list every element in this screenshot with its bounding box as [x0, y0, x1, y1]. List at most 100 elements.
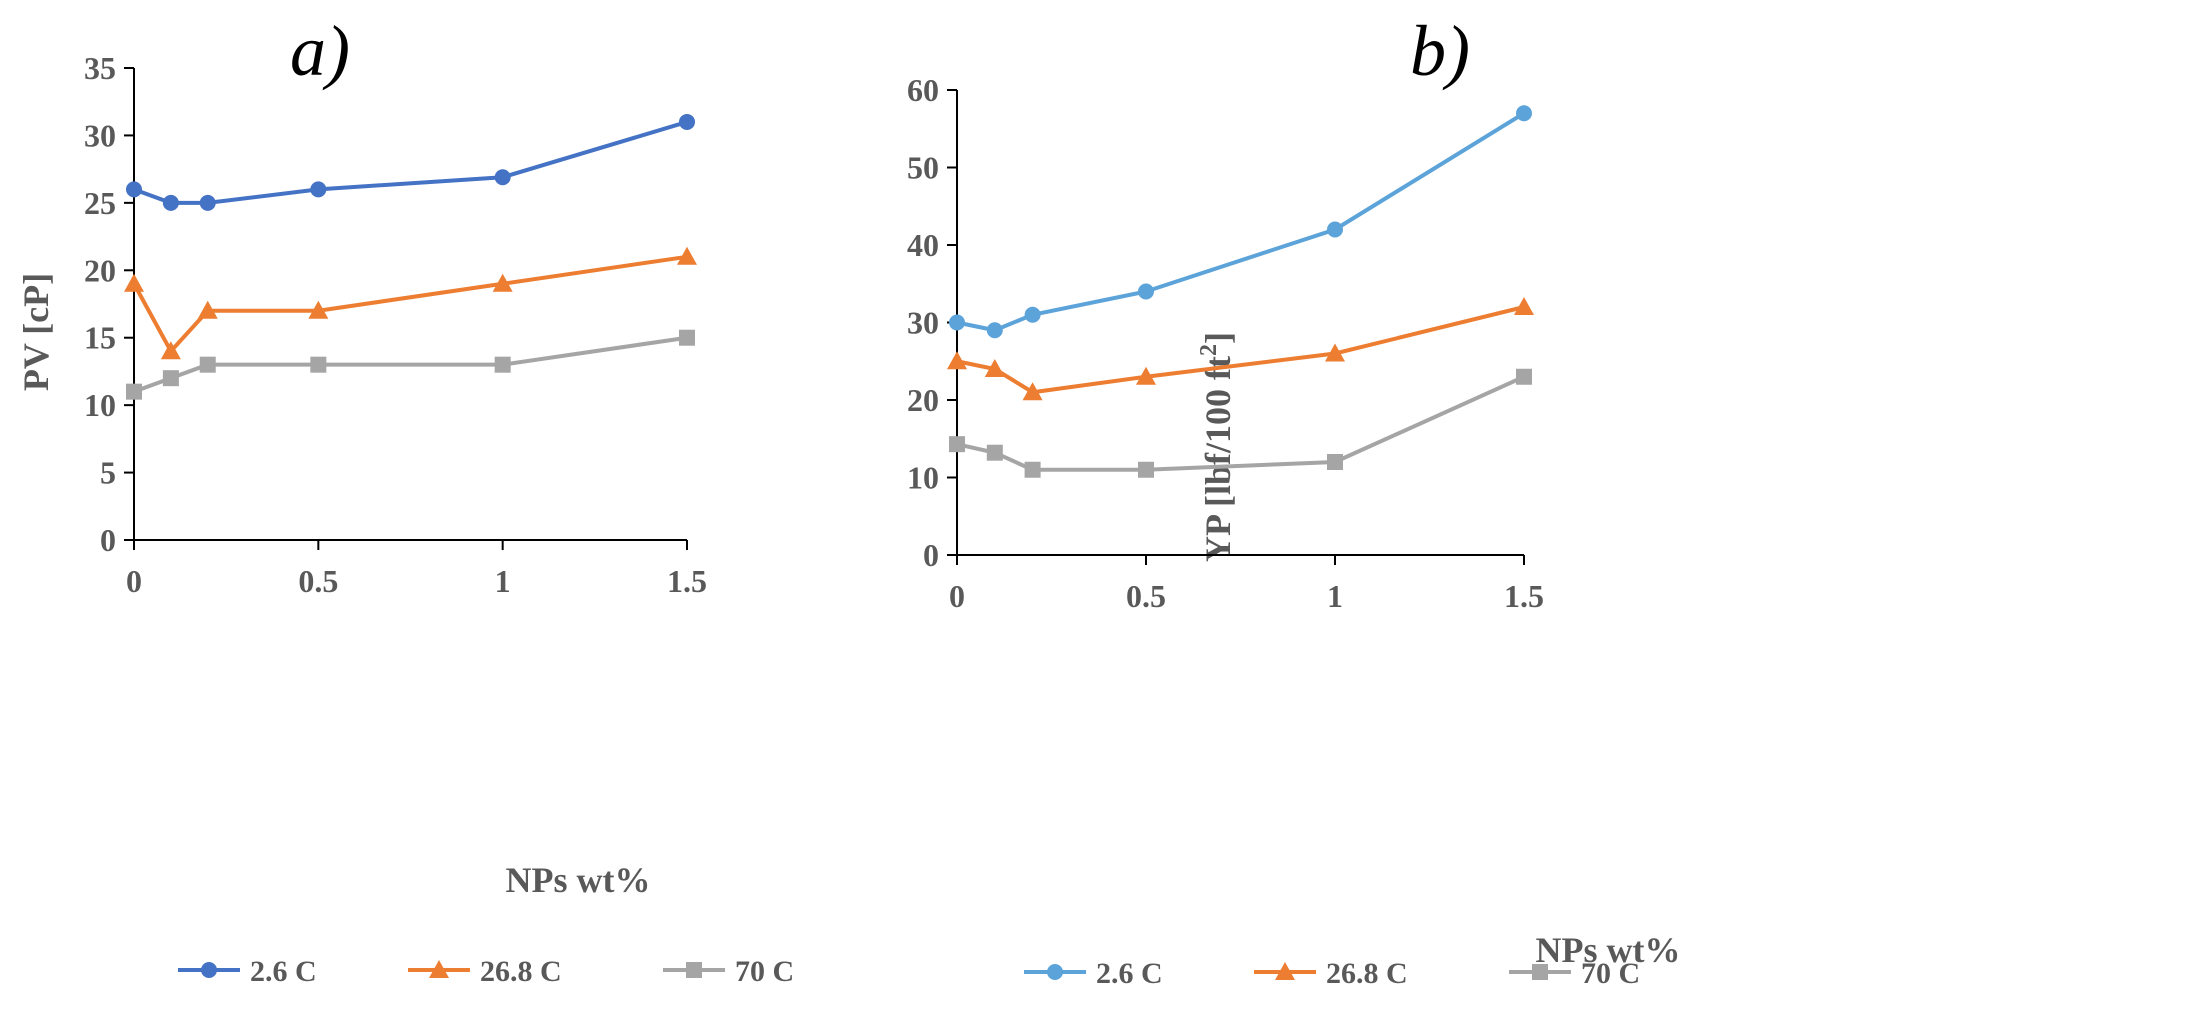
x-tick-label: 0 — [126, 563, 142, 599]
data-point — [984, 359, 1005, 377]
data-point — [1514, 297, 1534, 315]
data-point — [126, 181, 142, 198]
series-line — [133, 120, 688, 205]
data-point — [949, 314, 965, 331]
data-point — [162, 194, 179, 211]
x-axis-title-b: NPs wt% — [1536, 930, 1681, 970]
legend-marker — [1275, 962, 1295, 980]
data-point — [494, 356, 511, 373]
legend-item: 70 C — [1509, 957, 1640, 990]
series-line — [956, 305, 1525, 395]
x-tick-label: 0.5 — [1126, 578, 1166, 614]
data-point — [199, 194, 216, 211]
legend-item: 26.8 C — [408, 955, 562, 988]
data-point — [162, 370, 179, 387]
y-axis-title-b: YP [lbf/100 ft2] — [1196, 332, 1238, 562]
series-line — [133, 335, 688, 394]
legend-marker — [686, 962, 702, 978]
data-point — [1024, 306, 1041, 323]
y-tick-label: 5 — [100, 455, 116, 491]
y-axis-title-a: PV [cP] — [16, 273, 56, 391]
data-point — [197, 300, 218, 319]
chart-panel-a: a) PV [cP] NPs wt% 0 5 10 15 20 25 30 35 0 0.5 1 1.… — [16, 11, 794, 988]
y-tick-label: 60 — [907, 72, 939, 108]
data-point — [677, 246, 697, 265]
y-tick-label: 40 — [907, 227, 939, 263]
legend-item: 70 C — [663, 955, 794, 988]
data-point — [1516, 368, 1532, 385]
axes-b: 0 10 20 30 40 50 60 0 0.5 1 1.5 — [907, 72, 1544, 614]
chart-panel-b: b) YP [lbf/100 ft2] NPs wt% 010203040506… — [907, 11, 1680, 990]
data-point — [1327, 221, 1343, 238]
y-tick-label: 20 — [84, 252, 116, 288]
data-point — [986, 444, 1003, 461]
series-2-6-c — [949, 105, 1532, 339]
data-point — [947, 351, 967, 370]
x-tick-label: 1 — [1327, 578, 1343, 614]
data-point — [310, 356, 327, 373]
y-tick-label: 20 — [907, 382, 939, 418]
y-axis-title-b-sup: 2 — [1196, 344, 1222, 356]
legend-label: 2.6 C — [1096, 957, 1163, 990]
series-line — [956, 111, 1526, 333]
axes-a: 0 5 10 15 20 25 30 35 0 0.5 1 1.5 — [84, 50, 707, 599]
data-point — [494, 169, 511, 186]
legend-label: 70 C — [1581, 957, 1640, 990]
data-point — [1024, 461, 1041, 478]
legend-a: 2.6 C 26.8 C 70 C — [178, 955, 794, 988]
x-tick-label: 0 — [949, 578, 965, 614]
y-axis-title-b-main: YP [lbf/100 ft — [1198, 356, 1238, 562]
data-point — [310, 181, 327, 198]
y-axis-title-b-end: ] — [1198, 332, 1238, 344]
legend-item: 2.6 C — [1024, 957, 1163, 990]
x-tick-label: 1 — [495, 563, 511, 599]
data-point — [126, 383, 142, 400]
y-tick-label: 10 — [907, 460, 939, 496]
legend-item: 26.8 C — [1254, 957, 1408, 990]
x-tick-label: 1.5 — [667, 563, 707, 599]
legend-item: 2.6 C — [178, 955, 317, 988]
series-26-8-c — [947, 297, 1534, 401]
legend-label: 70 C — [735, 955, 794, 988]
y-tick-label: 50 — [907, 150, 939, 186]
y-tick-label: 15 — [84, 320, 116, 356]
panel-label-a: a) — [290, 11, 350, 91]
legend-label: 26.8 C — [480, 955, 562, 988]
legend-label: 26.8 C — [1326, 957, 1408, 990]
data-point — [679, 113, 695, 130]
data-point — [679, 329, 695, 346]
data-point — [986, 322, 1003, 339]
legend-marker — [201, 962, 217, 978]
legend-marker — [1532, 964, 1548, 980]
data-point — [1516, 105, 1532, 122]
data-point — [1022, 382, 1043, 401]
series-layer-a — [124, 113, 697, 400]
data-point — [1136, 366, 1156, 385]
legend-marker — [1047, 964, 1063, 980]
series-70-c — [949, 368, 1532, 478]
panel-label-b: b) — [1410, 11, 1470, 91]
series-70-c — [126, 329, 695, 400]
y-tick-label: 0 — [923, 537, 939, 573]
x-tick-label: 1.5 — [1504, 578, 1544, 614]
data-point — [160, 341, 181, 360]
data-point — [1138, 283, 1154, 300]
data-point — [308, 300, 329, 319]
data-point — [949, 436, 965, 453]
data-point — [1327, 454, 1343, 470]
y-tick-label: 25 — [84, 185, 116, 221]
y-tick-label: 30 — [84, 117, 116, 153]
series-layer-b — [947, 105, 1534, 478]
data-point — [1325, 343, 1345, 362]
data-point — [492, 273, 513, 292]
y-tick-label: 0 — [100, 522, 116, 558]
y-tick-label: 35 — [84, 50, 116, 86]
y-tick-label: 10 — [84, 387, 116, 423]
series-26-8-c — [124, 246, 697, 360]
x-axis-title-a: NPs wt% — [506, 860, 651, 900]
legend-b: 2.6 C 26.8 C 70 C — [1024, 957, 1640, 990]
data-point — [1138, 461, 1154, 478]
data-point — [199, 356, 216, 373]
legend-marker — [429, 960, 449, 978]
